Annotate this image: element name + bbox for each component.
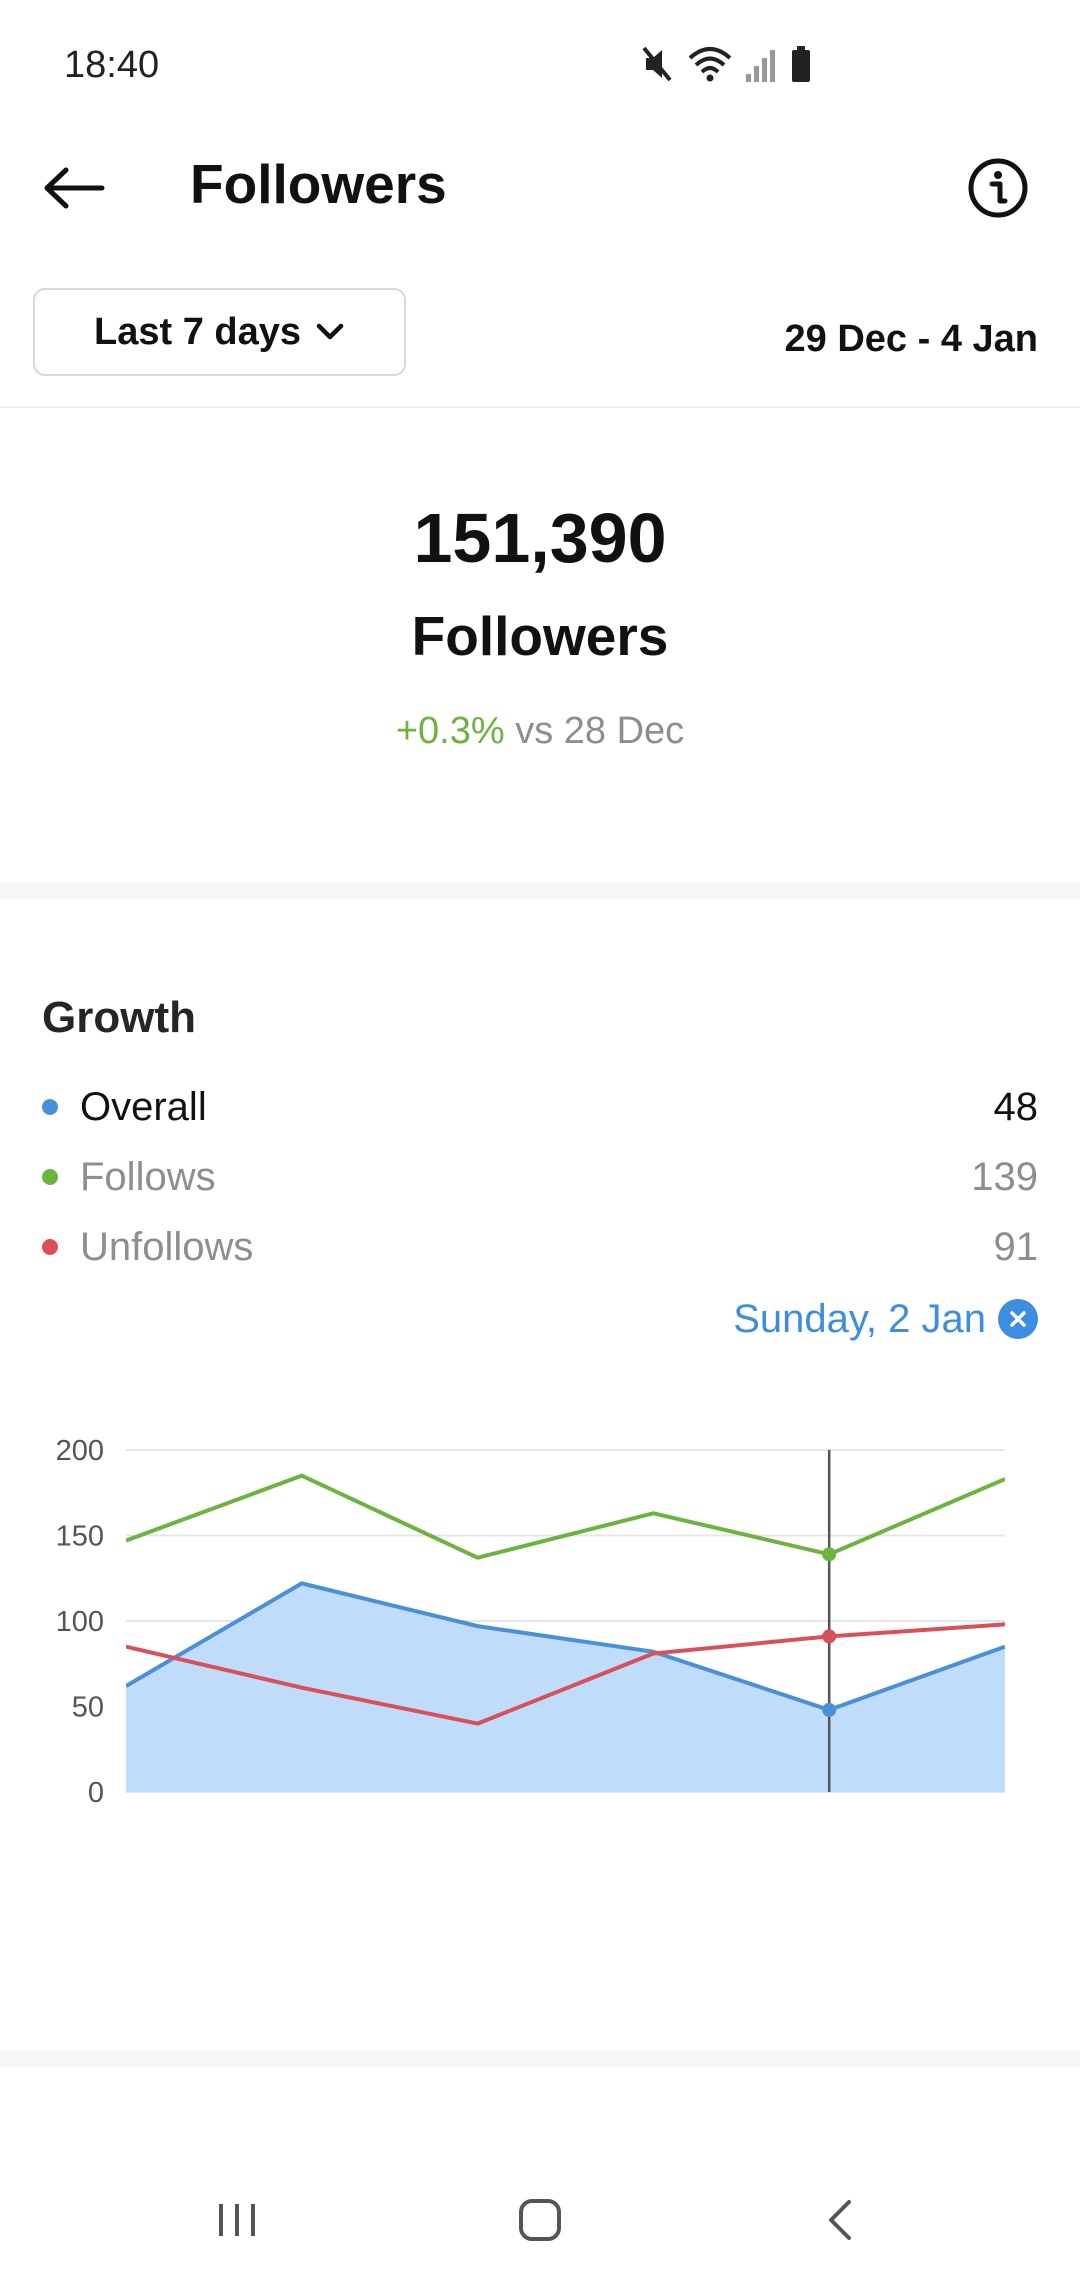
change-percent: +0.3%: [395, 710, 505, 752]
total-followers-label: Followers: [411, 605, 669, 667]
home-button[interactable]: [500, 2180, 580, 2260]
status-icons: [640, 44, 812, 88]
battery-icon: [790, 44, 812, 89]
growth-title: Growth: [42, 993, 196, 1042]
date-range-text: 29 Dec - 4 Jan: [784, 318, 1038, 360]
back-nav-button[interactable]: [800, 2180, 880, 2260]
legend-row-overall[interactable]: Overall 48: [42, 1077, 1038, 1137]
data-point-overall: [822, 1702, 837, 1717]
legend-label: Overall: [80, 1084, 207, 1129]
arrow-left-icon: [44, 167, 105, 209]
series-line-follows: [126, 1473, 1005, 1560]
legend-label: Unfollows: [80, 1224, 254, 1269]
legend-value: 139: [971, 1154, 1038, 1199]
y-tick-label: 0: [88, 1777, 104, 1809]
legend-value: 48: [993, 1084, 1039, 1129]
selected-day-label: Sunday, 2 Jan: [733, 1296, 986, 1341]
chevron-down-icon: [316, 323, 344, 340]
app-bar: Followers: [0, 130, 1080, 240]
home-icon: [519, 2199, 561, 2241]
close-icon: [1010, 1311, 1026, 1327]
signal-icon: [744, 44, 778, 89]
wifi-icon: [688, 44, 732, 89]
legend-row-unfollows[interactable]: Unfollows 91: [42, 1217, 1038, 1277]
range-label: Last 7 days: [94, 310, 301, 353]
change-row: +0.3% vs 28 Dec: [0, 710, 1080, 753]
followers-summary: 151,390 Followers +0.3% vs 28 Dec: [0, 408, 1080, 883]
legend-row-follows[interactable]: Follows 139: [42, 1147, 1038, 1207]
growth-section: Growth Overall 48 Follows 139 Unfollows …: [0, 899, 1080, 2051]
y-tick-label: 100: [56, 1606, 104, 1638]
status-time: 18:40: [64, 44, 160, 86]
y-tick-label: 200: [56, 1435, 104, 1467]
series-line-unfollows: [126, 1622, 1005, 1726]
section-separator: [0, 2051, 1080, 2067]
legend-dot-unfollows: [42, 1239, 58, 1255]
system-nav-bar: [0, 2150, 1080, 2280]
page-title: Followers: [190, 153, 447, 215]
total-followers-count: 151,390: [413, 499, 667, 577]
recent-apps-button[interactable]: [197, 2180, 277, 2260]
info-icon: [968, 158, 1028, 218]
growth-chart[interactable]: 05010015020029 Dec3 Jan: [0, 1398, 1080, 1818]
legend-dot-overall: [42, 1099, 58, 1115]
y-tick-label: 50: [72, 1692, 104, 1724]
section-separator: [0, 883, 1080, 899]
legend-label: Follows: [80, 1154, 216, 1199]
date-range-dropdown[interactable]: Last 7 days: [33, 288, 406, 376]
divider: [0, 406, 1080, 408]
legend-value: 91: [993, 1224, 1039, 1269]
back-nav-icon: [829, 2200, 851, 2240]
data-point-unfollows: [822, 1629, 837, 1644]
change-reference: vs 28 Dec: [515, 710, 685, 752]
mute-icon: [640, 44, 676, 89]
series-line-overall: [126, 1581, 1005, 1712]
selected-day: Sunday, 2 Jan: [733, 1289, 1038, 1349]
back-button[interactable]: [36, 150, 112, 226]
info-button[interactable]: [960, 150, 1036, 226]
recent-apps-icon: [219, 2204, 255, 2236]
data-point-follows: [822, 1547, 837, 1562]
clear-selection-button[interactable]: [998, 1299, 1038, 1339]
status-bar: 18:40: [0, 0, 1080, 130]
y-tick-label: 150: [56, 1521, 104, 1553]
legend-dot-follows: [42, 1169, 58, 1185]
